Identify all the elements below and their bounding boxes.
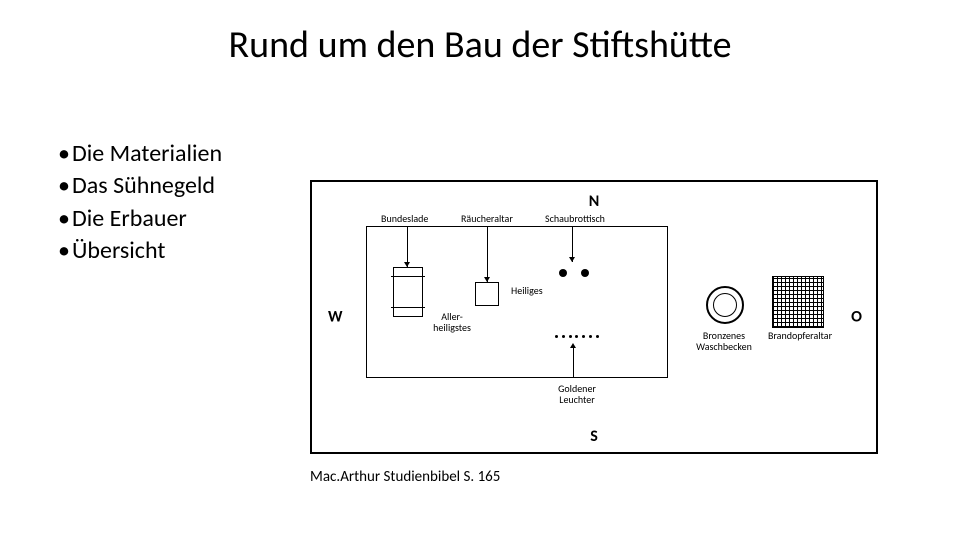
- label-raeucheraltar: Räucheraltar: [461, 213, 513, 224]
- burnt-altar-icon: [772, 276, 824, 328]
- bullet-text: Das Sühnegeld: [72, 170, 215, 202]
- bullet-list: • Die Materialien • Das Sühnegeld • Die …: [58, 138, 222, 268]
- incense-altar-icon: [475, 282, 499, 306]
- compass-s: S: [590, 427, 598, 446]
- list-item: • Übersicht: [58, 235, 222, 267]
- arrow-down-icon: [572, 227, 573, 262]
- list-item: • Das Sühnegeld: [58, 170, 222, 202]
- bullet-dot-icon: •: [58, 170, 72, 202]
- label-schaubrottisch: Schaubrottisch: [545, 213, 605, 224]
- compass-w: W: [328, 308, 343, 327]
- label-waschbecken: Bronzenes Waschbecken: [684, 330, 764, 352]
- compass-n: N: [589, 192, 600, 211]
- arrow-up-icon: [573, 345, 574, 377]
- label-brandopferaltar: Brandopferaltar: [760, 330, 840, 341]
- bullet-dot-icon: •: [58, 138, 72, 170]
- bullet-text: Die Erbauer: [72, 203, 187, 235]
- figure-caption: Mac.Arthur Studienbibel S. 165: [310, 468, 500, 486]
- slide-title: Rund um den Bau der Stiftshütte: [0, 22, 960, 68]
- bullet-text: Übersicht: [72, 235, 165, 267]
- courtyard-outline: N S W O Bundeslade Räucheraltar Schaubro…: [310, 180, 878, 454]
- label-allerheiligstes: Aller- heiligstes: [429, 311, 475, 333]
- label-heiliges: Heiliges: [511, 285, 543, 296]
- compass-o: O: [851, 308, 862, 327]
- bullet-dot-icon: •: [58, 235, 72, 267]
- label-bundeslade: Bundeslade: [381, 213, 428, 224]
- ark-icon: [393, 267, 423, 317]
- arrow-down-icon: [407, 227, 408, 267]
- bullet-text: Die Materialien: [72, 138, 222, 170]
- showbread-icon: [559, 267, 589, 279]
- basin-icon: [706, 286, 744, 324]
- bullet-dot-icon: •: [58, 203, 72, 235]
- sanctuary-outline: Bundeslade Räucheraltar Schaubrottisch H…: [366, 226, 668, 378]
- tabernacle-diagram: N S W O Bundeslade Räucheraltar Schaubro…: [310, 180, 880, 455]
- arrow-down-icon: [487, 227, 488, 282]
- list-item: • Die Erbauer: [58, 203, 222, 235]
- list-item: • Die Materialien: [58, 138, 222, 170]
- lampstand-icon: [555, 335, 599, 341]
- label-goldener-leuchter: Goldener Leuchter: [547, 383, 607, 405]
